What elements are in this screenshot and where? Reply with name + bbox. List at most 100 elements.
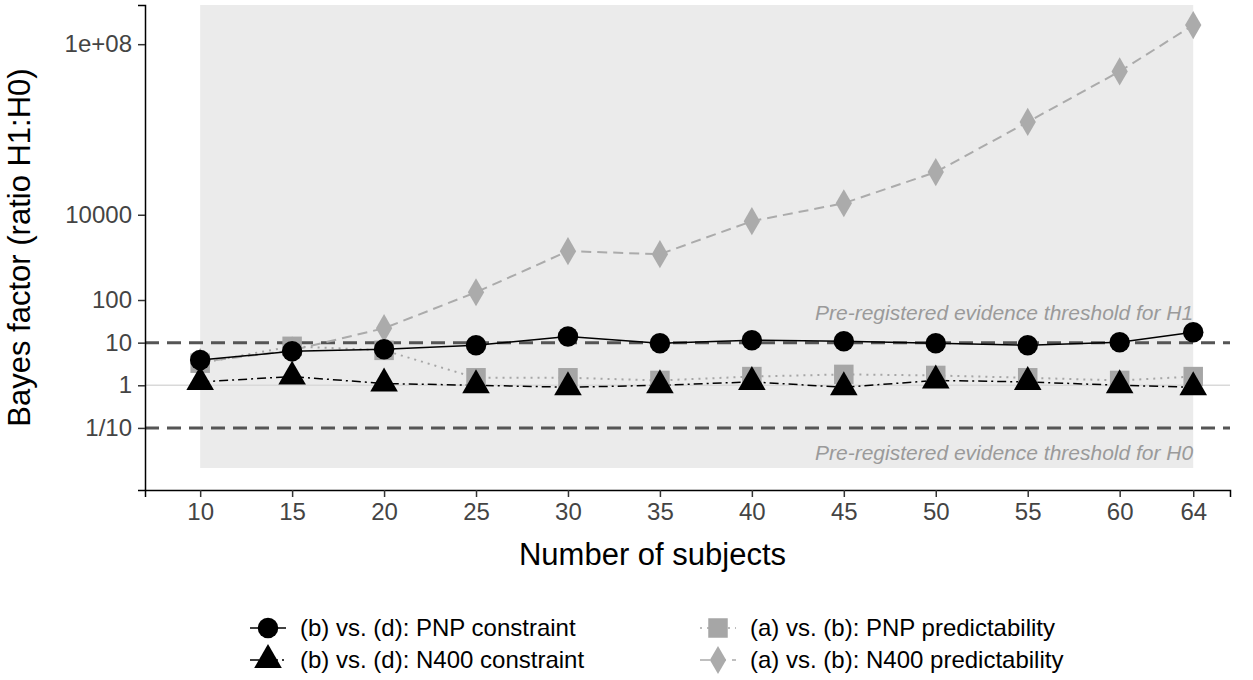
- point: [1020, 108, 1036, 136]
- x-tick-label: 60: [1107, 498, 1134, 525]
- y-tick-mark: [138, 428, 145, 430]
- legend-symbol: [258, 618, 278, 638]
- y-tick-label: 1e+08: [65, 30, 132, 57]
- point: [1017, 335, 1037, 355]
- x-tick-mark: [292, 490, 294, 497]
- y-axis: 1/10 1 10 100 10000 1e+08: [65, 6, 146, 491]
- x-tick-label: 50: [923, 498, 950, 525]
- point: [650, 333, 670, 353]
- x-tick-mark: [660, 490, 662, 497]
- annotation: Pre-registered evidence threshold for H0: [815, 441, 1194, 464]
- x-tick-label: 25: [463, 498, 490, 525]
- series-line: [200, 25, 1193, 362]
- x-tick: 45: [831, 490, 858, 525]
- legend-label: (b) vs. (d): N400 constraint: [300, 646, 584, 673]
- series-line: [200, 332, 1193, 360]
- legend-symbol: [254, 644, 282, 668]
- x-tick-mark: [384, 490, 386, 497]
- y-tick-mark: [138, 385, 145, 387]
- point: [1106, 369, 1134, 393]
- y-tick: 1/10: [85, 414, 145, 441]
- y-tick-mark: [138, 44, 145, 46]
- x-tick: 25: [463, 490, 490, 525]
- x-axis: 10 15 20 25 30 35 40 45 50 55 60 64: [146, 490, 1231, 525]
- annotation: Pre-registered evidence threshold for H1: [815, 301, 1193, 324]
- x-tick-label: 10: [187, 498, 214, 525]
- x-tick-mark: [476, 490, 478, 497]
- point: [278, 361, 306, 385]
- y-tick: 10: [105, 329, 145, 356]
- y-tick-label: 1/10: [85, 414, 132, 441]
- series-line: [200, 377, 1193, 388]
- x-tick-label: 30: [555, 498, 582, 525]
- legend-item: (a) vs. (b): PNP predictability: [700, 614, 1055, 641]
- baseline: [145, 385, 1230, 387]
- x-tick-label: 15: [279, 498, 306, 525]
- point: [1185, 11, 1201, 39]
- point: [1112, 57, 1128, 85]
- legend-item: (a) vs. (b): N400 predictability: [700, 646, 1063, 674]
- x-tick: 10: [187, 490, 214, 525]
- x-tick: 60: [1107, 490, 1134, 525]
- point: [1014, 366, 1042, 390]
- x-tick-label: 35: [647, 498, 674, 525]
- x-tick-mark: [1193, 490, 1195, 497]
- point: [554, 371, 582, 395]
- point: [738, 366, 766, 390]
- x-tick-mark: [1119, 490, 1121, 497]
- x-tick: 30: [555, 490, 582, 525]
- x-axis-line: [146, 491, 1231, 498]
- point: [926, 333, 946, 353]
- legend-label: (a) vs. (b): N400 predictability: [750, 646, 1063, 673]
- y-tick: 10000: [65, 201, 145, 228]
- y-tick-label: 1: [119, 371, 132, 398]
- x-axis-title: Number of subjects: [519, 537, 786, 572]
- point: [834, 331, 854, 351]
- point: [466, 335, 486, 355]
- point: [922, 364, 950, 388]
- point: [282, 341, 302, 361]
- x-tick: 20: [371, 490, 398, 525]
- point: [190, 350, 210, 370]
- point: [374, 339, 394, 359]
- plot-area: [145, 5, 1230, 468]
- y-tick-mark: [138, 342, 145, 344]
- chart: Pre-registered evidence threshold for H1…: [0, 0, 1253, 680]
- x-tick-mark: [568, 490, 570, 497]
- point: [558, 326, 578, 346]
- point: [646, 369, 674, 393]
- point: [468, 278, 484, 306]
- x-tick-label: 40: [739, 498, 766, 525]
- x-tick-mark: [844, 490, 846, 497]
- x-tick-label: 45: [831, 498, 858, 525]
- point: [652, 240, 668, 268]
- point: [742, 330, 762, 350]
- point: [1109, 332, 1129, 352]
- point: [1179, 371, 1207, 395]
- x-tick: 50: [923, 490, 950, 525]
- legend-item: (b) vs. (d): PNP constraint: [250, 614, 576, 641]
- y-tick: 1e+08: [65, 30, 145, 57]
- x-tick: 64: [1180, 490, 1207, 525]
- y-tick-mark: [138, 214, 145, 216]
- legend-symbol: [710, 646, 726, 674]
- x-tick: 15: [279, 490, 306, 525]
- point: [1183, 322, 1203, 342]
- point: [376, 314, 392, 342]
- legend-item: (b) vs. (d): N400 constraint: [250, 644, 584, 673]
- x-tick-label: 64: [1180, 498, 1207, 525]
- legend-label: (a) vs. (b): PNP predictability: [750, 614, 1055, 641]
- y-tick: 100: [92, 286, 145, 313]
- point: [830, 371, 858, 395]
- point: [744, 207, 760, 235]
- x-tick-mark: [1027, 490, 1029, 497]
- x-tick: 40: [739, 490, 766, 525]
- point: [928, 158, 944, 186]
- y-tick-label: 100: [92, 286, 132, 313]
- point: [462, 369, 490, 393]
- series-line: [200, 346, 1193, 380]
- y-tick-mark: [138, 300, 145, 302]
- x-tick-label: 55: [1015, 498, 1042, 525]
- legend-label: (b) vs. (d): PNP constraint: [300, 614, 576, 641]
- x-tick: 55: [1015, 490, 1042, 525]
